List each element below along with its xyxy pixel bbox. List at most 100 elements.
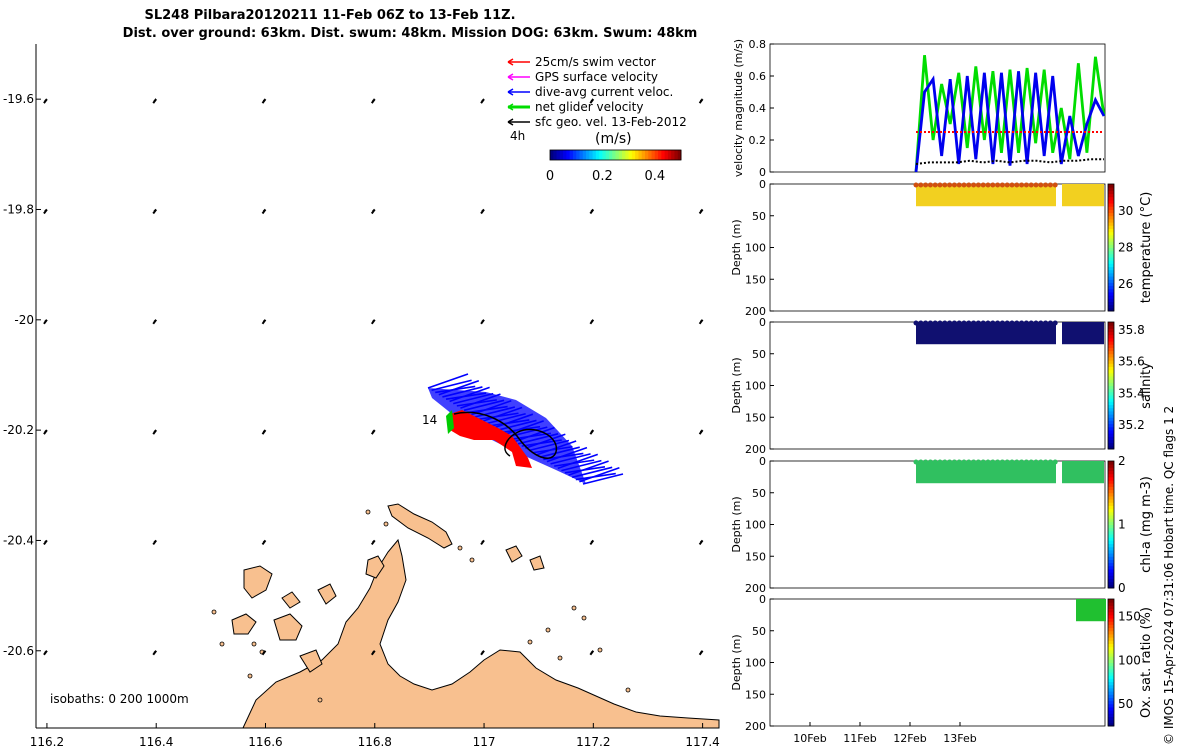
colorbar-segment — [1108, 272, 1114, 277]
map-y-tick-label: -20.4 — [3, 533, 34, 547]
profile-surface-dot — [942, 320, 948, 326]
islet — [527, 639, 533, 645]
colorbar-segment — [1108, 350, 1114, 355]
colorbar-segment — [1108, 646, 1114, 651]
section-y-tick-label: 150 — [745, 688, 766, 701]
colorbar-tick-label: 26 — [1118, 277, 1133, 291]
profile-surface-dot — [1014, 182, 1020, 188]
section-y-tick-label: 0 — [759, 593, 766, 606]
legend-label: sfc geo. vel. 13-Feb-2012 — [535, 115, 687, 129]
colorbar-segment — [1108, 325, 1114, 329]
profile-surface-dot — [1004, 182, 1010, 188]
colorbar-segment — [1108, 184, 1114, 188]
colorbar-segment — [1108, 502, 1114, 506]
geo-vector — [370, 208, 376, 215]
profile-surface-dot — [1033, 182, 1039, 188]
colorbar-segment — [1108, 385, 1114, 390]
map-y-tick-label: -20.2 — [3, 423, 34, 437]
colorbar-segment — [1108, 618, 1114, 622]
colorbar-segment — [1108, 269, 1114, 274]
profile-surface-dot — [975, 182, 981, 188]
geo-vector — [589, 429, 595, 435]
section-y-label: Depth (m) — [730, 634, 743, 690]
colorbar-segment — [1108, 611, 1114, 616]
profile-surface-dot — [961, 320, 967, 326]
land-mass — [242, 538, 720, 729]
vector-scale-label: 4h — [510, 129, 525, 143]
section-y-tick-label: 150 — [745, 411, 766, 424]
profile-surface-dot — [999, 320, 1005, 326]
section-y-tick-label: 200 — [745, 305, 766, 318]
current-vector — [431, 379, 472, 392]
profile-surface-dot — [966, 459, 972, 465]
colorbar-segment — [1108, 285, 1114, 290]
section-panel-frame — [769, 598, 1106, 727]
colorbar-segment — [674, 150, 679, 160]
profile-surface-dot — [927, 182, 933, 188]
islet — [469, 557, 475, 563]
profile-surface-dot — [1047, 320, 1053, 326]
geo-vector — [152, 539, 158, 546]
profile-surface-dot — [918, 320, 924, 326]
profile-surface-dot — [980, 459, 986, 465]
section-y-tick-label: 100 — [745, 519, 766, 532]
colorbar-segment — [1108, 568, 1114, 573]
colorbar-segment — [654, 150, 659, 160]
profile-surface-dot — [942, 459, 948, 465]
colorbar-tick-label: 150 — [1118, 610, 1141, 624]
colorbar-segment — [1108, 662, 1114, 667]
profile-surface-dot — [923, 182, 929, 188]
colorbar-segment — [1108, 203, 1114, 207]
start-label: 14 — [422, 413, 437, 427]
land-mass — [529, 555, 545, 571]
colorbar-segment — [1108, 196, 1114, 201]
profile-surface-dot — [951, 459, 957, 465]
colorbar-tick-label: 0.2 — [592, 169, 613, 184]
profile-surface-dot — [1038, 320, 1044, 326]
colorbar-segment — [1108, 656, 1114, 660]
colorbar-segment — [1108, 247, 1114, 252]
profile-surface-dot — [1004, 320, 1010, 326]
profile-surface-dot — [966, 320, 972, 326]
colorbar-segment — [1108, 608, 1114, 613]
colorbar-segment — [661, 150, 666, 160]
colorbar-segment — [1108, 372, 1114, 377]
colorbar-segment — [1108, 241, 1114, 245]
map-y-tick-label: -19.8 — [3, 202, 34, 216]
land-mass — [387, 503, 453, 549]
colorbar-segment — [1108, 527, 1114, 532]
profile-block — [1062, 461, 1104, 484]
geo-vector — [43, 650, 48, 656]
map-x-tick-label: 116.4 — [139, 735, 173, 749]
current-vector — [427, 373, 469, 389]
profile-surface-dot — [995, 459, 1001, 465]
colorbar-label: salinity — [1139, 362, 1154, 409]
legend-arrowhead — [507, 88, 514, 96]
profile-block — [1062, 184, 1104, 207]
section-y-tick-label: 0 — [759, 316, 766, 329]
colorbar-segment — [1108, 212, 1114, 217]
geo-vector — [152, 98, 158, 104]
colorbar-segment — [1108, 540, 1114, 545]
colorbar-segment — [572, 150, 577, 160]
islet — [219, 641, 225, 647]
land-mass — [505, 545, 523, 563]
colorbar-segment — [1108, 215, 1114, 220]
colorbar-segment — [644, 150, 649, 160]
colorbar-segment — [1108, 633, 1114, 638]
map-y-tick-label: -20.6 — [3, 644, 34, 658]
colorbar-segment — [1108, 681, 1114, 686]
islet — [545, 627, 551, 633]
profile-surface-dot — [942, 182, 948, 188]
islet — [571, 605, 577, 611]
profile-surface-dot — [1043, 182, 1049, 188]
section-y-tick-label: 150 — [745, 273, 766, 286]
colorbar-segment — [1108, 344, 1114, 348]
chart-title: SL248 Pilbara20120211 11-Feb 06Z to 13-F… — [144, 8, 516, 23]
profile-surface-dot — [1033, 320, 1039, 326]
colorbar-segment — [1108, 410, 1114, 415]
colorbar-segment — [1108, 675, 1114, 679]
colorbar-segment — [1108, 706, 1114, 711]
section-y-tick-label: 100 — [745, 380, 766, 393]
colorbar-segment — [1108, 341, 1114, 345]
